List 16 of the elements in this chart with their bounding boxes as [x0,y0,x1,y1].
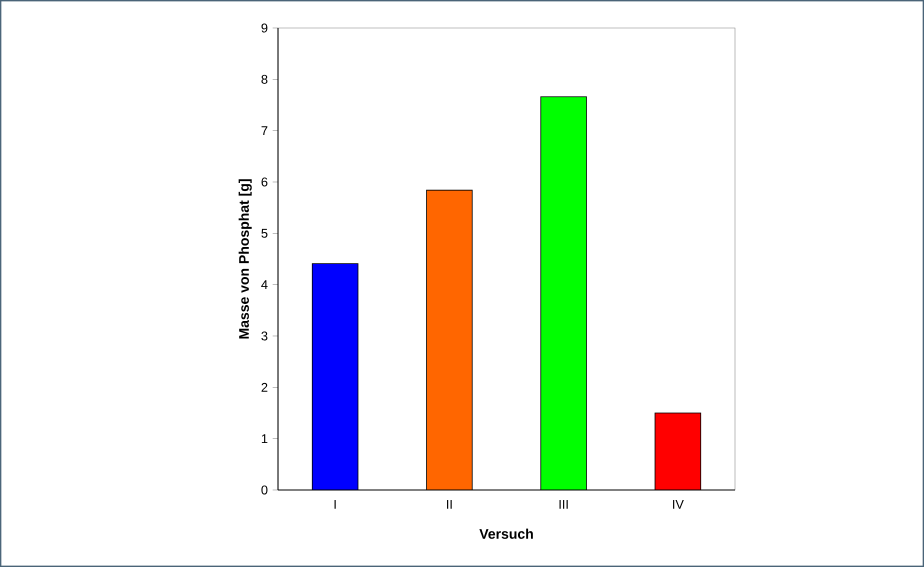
y-tick-label: 6 [262,178,268,186]
y-tick-label: 0 [261,486,268,494]
y-tick-label: 5 [261,228,268,238]
x-tick-label: I [334,500,336,509]
x-tick-label: IV [673,500,684,509]
x-tick-label: III [560,500,568,509]
y-tick-label: 2 [262,382,268,392]
y-tick-label: 1 [262,434,268,444]
x-axis-title: Versuch [479,528,533,539]
y-axis-title: Masse von Phosphat [g] [238,179,252,339]
y-tick-label: 7 [262,126,268,136]
x-tick-label: II [447,500,452,509]
y-tick-label: 4 [261,280,268,290]
y-tick-label: 3 [261,332,268,340]
y-tick-label: 9 [262,24,268,32]
y-tick-label: 8 [261,74,268,84]
